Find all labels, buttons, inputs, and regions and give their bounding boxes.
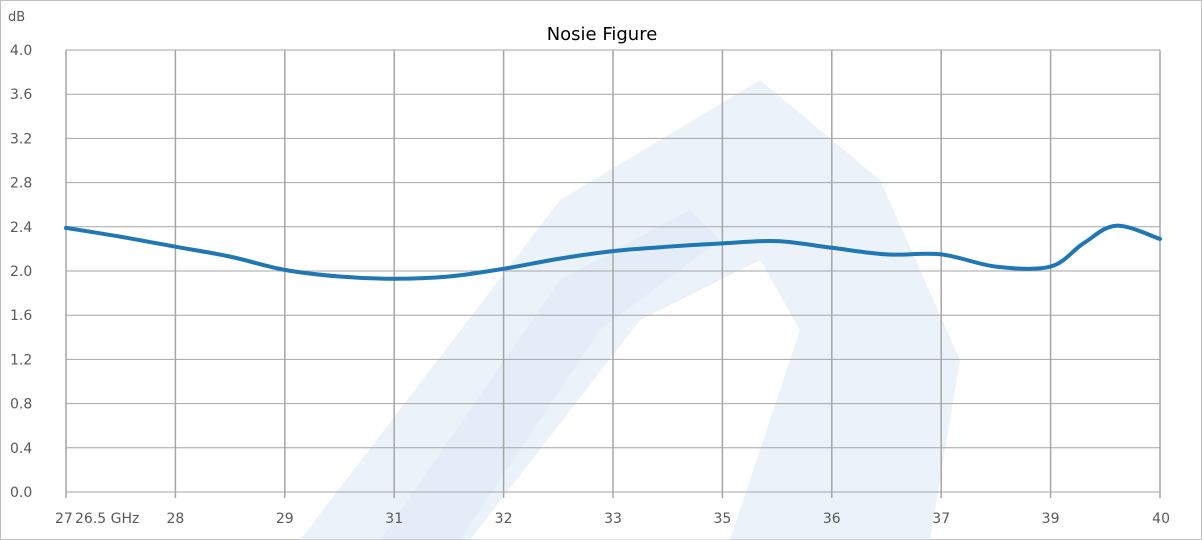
x-tick-label: 31 (385, 511, 403, 527)
x-tick-label: 32 (495, 511, 513, 527)
y-tick-label: 2.4 (10, 220, 32, 236)
y-tick-label: 3.2 (10, 131, 32, 147)
y-tick-label: 0.4 (10, 441, 32, 457)
x-tick-label: 39 (1042, 511, 1060, 527)
noise-figure-series-line (64, 223, 1162, 281)
y-axis-ticks: 0.0 0.4 0.8 1.2 1.6 2.0 2.4 2.8 3.2 3.6 4.0 (10, 43, 32, 501)
x-tick-label: 40 (1152, 511, 1170, 527)
grid-lines (65, 49, 1161, 498)
frequency-start-annotation: 26.5 GHz (75, 511, 139, 527)
y-tick-label: 2.0 (10, 264, 32, 280)
x-tick-label: 35 (713, 511, 731, 527)
y-tick-label: 1.2 (10, 352, 32, 368)
y-tick-label: 0.8 (10, 397, 32, 413)
y-axis-unit-label: dB (8, 10, 25, 25)
x-tick-label: 28 (166, 511, 184, 527)
y-tick-label: 0.0 (10, 485, 32, 501)
x-tick-label: 29 (276, 511, 294, 527)
y-tick-label: 2.8 (10, 176, 32, 192)
x-tick-label: 27 (55, 511, 73, 527)
y-tick-label: 1.6 (10, 308, 32, 324)
chart-title: Nosie Figure (547, 24, 658, 45)
y-tick-label: 4.0 (10, 43, 32, 59)
watermark-logo (300, 80, 960, 540)
y-tick-label: 3.6 (10, 87, 32, 103)
x-tick-label: 37 (932, 511, 950, 527)
x-tick-label: 33 (604, 511, 622, 527)
x-tick-label: 36 (823, 511, 841, 527)
x-axis-ticks: 27 28 29 31 32 33 35 36 37 39 40 (55, 511, 1170, 527)
